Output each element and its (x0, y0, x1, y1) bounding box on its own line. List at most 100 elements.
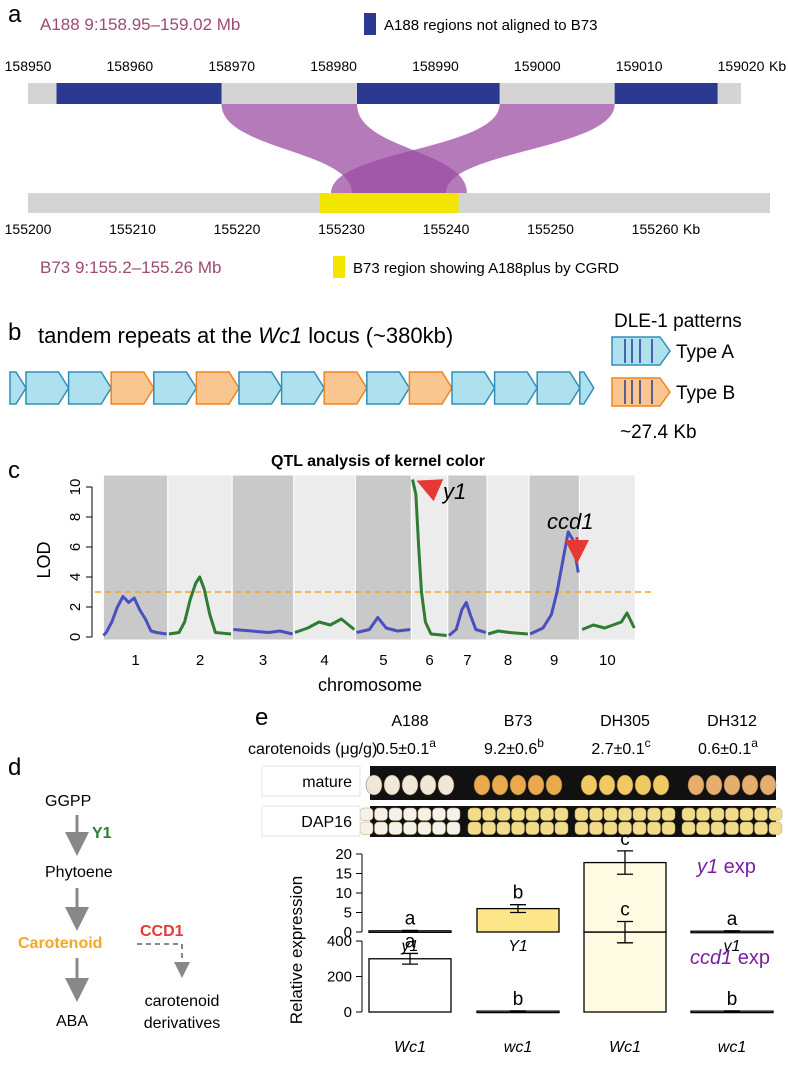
carotenoid-value: 9.2±0.6b (484, 736, 544, 758)
kernel (554, 821, 569, 835)
panel-label: b (8, 319, 21, 346)
legend-label: B73 region showing A188plus by CGRD (353, 260, 619, 277)
x-tick-label: y1 (401, 938, 419, 955)
kernel (768, 807, 783, 821)
kernel (723, 774, 741, 796)
chromosome-band (102, 474, 169, 641)
kernel (589, 807, 603, 821)
x-tick-label: y1 (723, 938, 741, 955)
kernel (739, 807, 754, 821)
repeat-unit (67, 371, 113, 405)
kernel (496, 821, 511, 835)
annotation: y1 exp (695, 856, 756, 878)
kernel (365, 774, 383, 796)
significance-letter: a (405, 908, 416, 929)
x-tick-label: 159020 (718, 58, 765, 74)
error-bar (724, 930, 740, 933)
kernel (618, 807, 632, 821)
x-tick-label: 155240 (423, 221, 470, 237)
kernel (525, 807, 540, 821)
kernel (419, 774, 437, 796)
kernel (705, 774, 723, 796)
x-tick-label: 155200 (5, 221, 52, 237)
pathway-node: ABA (56, 1013, 88, 1030)
row-label: DAP16 (301, 814, 352, 831)
kernel (388, 807, 403, 821)
kernel (432, 821, 446, 835)
significance-letter: c (645, 736, 651, 750)
kernel (696, 807, 710, 821)
significance-letter: b (513, 989, 524, 1010)
repeat-unit (238, 371, 283, 405)
region (614, 83, 718, 104)
kernel (554, 807, 569, 821)
kernel (374, 807, 388, 821)
pathway-node: GGPP (45, 793, 91, 810)
kernel (603, 821, 618, 835)
y-tick-label: 10 (67, 479, 84, 496)
x-tick-label: 10 (599, 652, 616, 669)
carotenoid-value-part: 0.6±0.1 (698, 741, 751, 758)
carotenoid-value: 0.6±0.1a (698, 736, 758, 758)
kernel (511, 807, 525, 821)
kernel (374, 821, 388, 835)
kernel (446, 821, 461, 835)
x-axis-label: chromosome (318, 675, 422, 695)
lod-line (168, 479, 636, 637)
panel-label: a (8, 1, 22, 28)
kernel (467, 807, 482, 821)
column-label: B73 (504, 713, 533, 730)
kernel (618, 821, 632, 835)
legend-swatch (364, 13, 376, 35)
kernel (496, 807, 511, 821)
chromosome-band (354, 474, 412, 641)
repeat-unit (323, 371, 368, 405)
carotenoid-value-part: 9.2±0.6 (484, 741, 537, 758)
error-bar (402, 952, 418, 965)
kernel (417, 821, 432, 835)
kernel (509, 774, 527, 796)
kernel (545, 774, 563, 796)
significance-letter: b (513, 883, 524, 904)
x-tick-label: 158990 (412, 58, 459, 74)
kernel (661, 821, 676, 835)
annotation-part: exp (732, 947, 770, 969)
region (319, 193, 459, 213)
kernel (432, 807, 446, 821)
annotation: ccd1 exp (690, 947, 770, 969)
carotenoid-value: 0.5±0.1a (376, 736, 436, 758)
row-label: carotenoids (μg/g) (248, 741, 377, 758)
y-tick-label: 0 (344, 924, 352, 941)
x-tick-label: Wc1 (609, 1039, 641, 1056)
repeat-unit (280, 371, 326, 405)
kernel (482, 821, 496, 835)
chromosome-band (231, 474, 295, 641)
significance-letter: a (429, 736, 436, 750)
kernel (403, 821, 417, 835)
y-tick-label: 0 (67, 633, 84, 641)
x-tick-label: 159010 (616, 58, 663, 74)
x-tick-label: 158960 (106, 58, 153, 74)
kernel (540, 807, 554, 821)
kernel (359, 821, 374, 835)
y-tick-label: 10 (335, 885, 352, 902)
significance-letter: a (751, 736, 758, 750)
x-tick-label: 155260 (632, 221, 679, 237)
x-tick-label: wc1 (718, 1039, 746, 1056)
section-title: tandem repeats at the Wc1 locus (~380kb) (38, 323, 453, 348)
legend-label: Type A (676, 342, 734, 363)
y-tick-label: 400 (327, 933, 352, 950)
unit-label: Kb (683, 221, 700, 237)
significance-letter: a (727, 909, 738, 930)
error-bar (617, 920, 633, 944)
repeat-unit (195, 371, 240, 405)
column-label: DH312 (707, 713, 757, 730)
section-title-part: Wc1 (258, 323, 302, 348)
pathway-dashed (137, 943, 190, 978)
repeat-unit (153, 371, 198, 405)
y-tick-label: 200 (327, 969, 352, 986)
kernel (511, 821, 525, 835)
region (56, 83, 222, 104)
kernel (383, 774, 401, 796)
